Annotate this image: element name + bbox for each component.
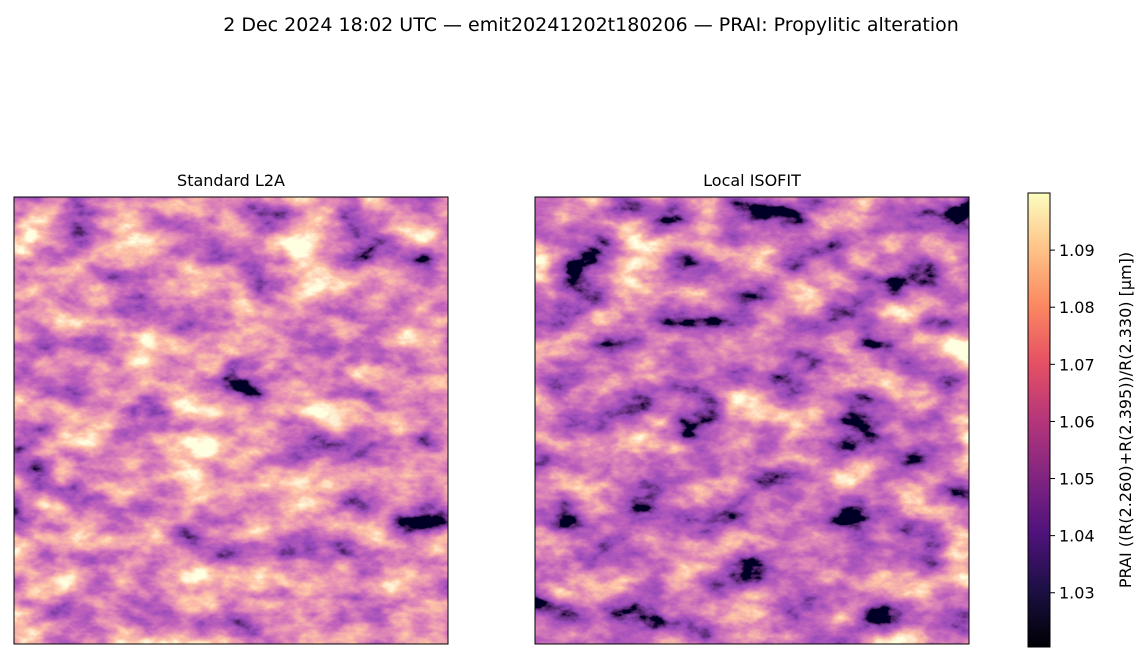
- colorbar-label: PRAI ((R(2.260)+R(2.395))/R(2.330) [µm]): [1116, 252, 1135, 588]
- image-panel: [14, 197, 448, 644]
- panel-frame: [13, 196, 449, 645]
- figure-title: 2 Dec 2024 18:02 UTC — emit20241202t1802…: [223, 14, 959, 36]
- colorbar-tick-label: 1.05: [1059, 470, 1095, 489]
- image-panel: [535, 197, 969, 644]
- panel-title: Local ISOFIT: [703, 171, 801, 190]
- colorbar-tick-label: 1.04: [1059, 527, 1095, 546]
- colorbar-tick-label: 1.07: [1059, 355, 1095, 374]
- colorbar: [1027, 192, 1051, 648]
- colorbar-tick-label: 1.06: [1059, 412, 1095, 431]
- panel-title: Standard L2A: [177, 171, 285, 190]
- colorbar-tick-label: 1.09: [1059, 241, 1095, 260]
- colorbar-tick-label: 1.08: [1059, 298, 1095, 317]
- panel-frame: [534, 196, 970, 645]
- colorbar-tick-label: 1.03: [1059, 584, 1095, 603]
